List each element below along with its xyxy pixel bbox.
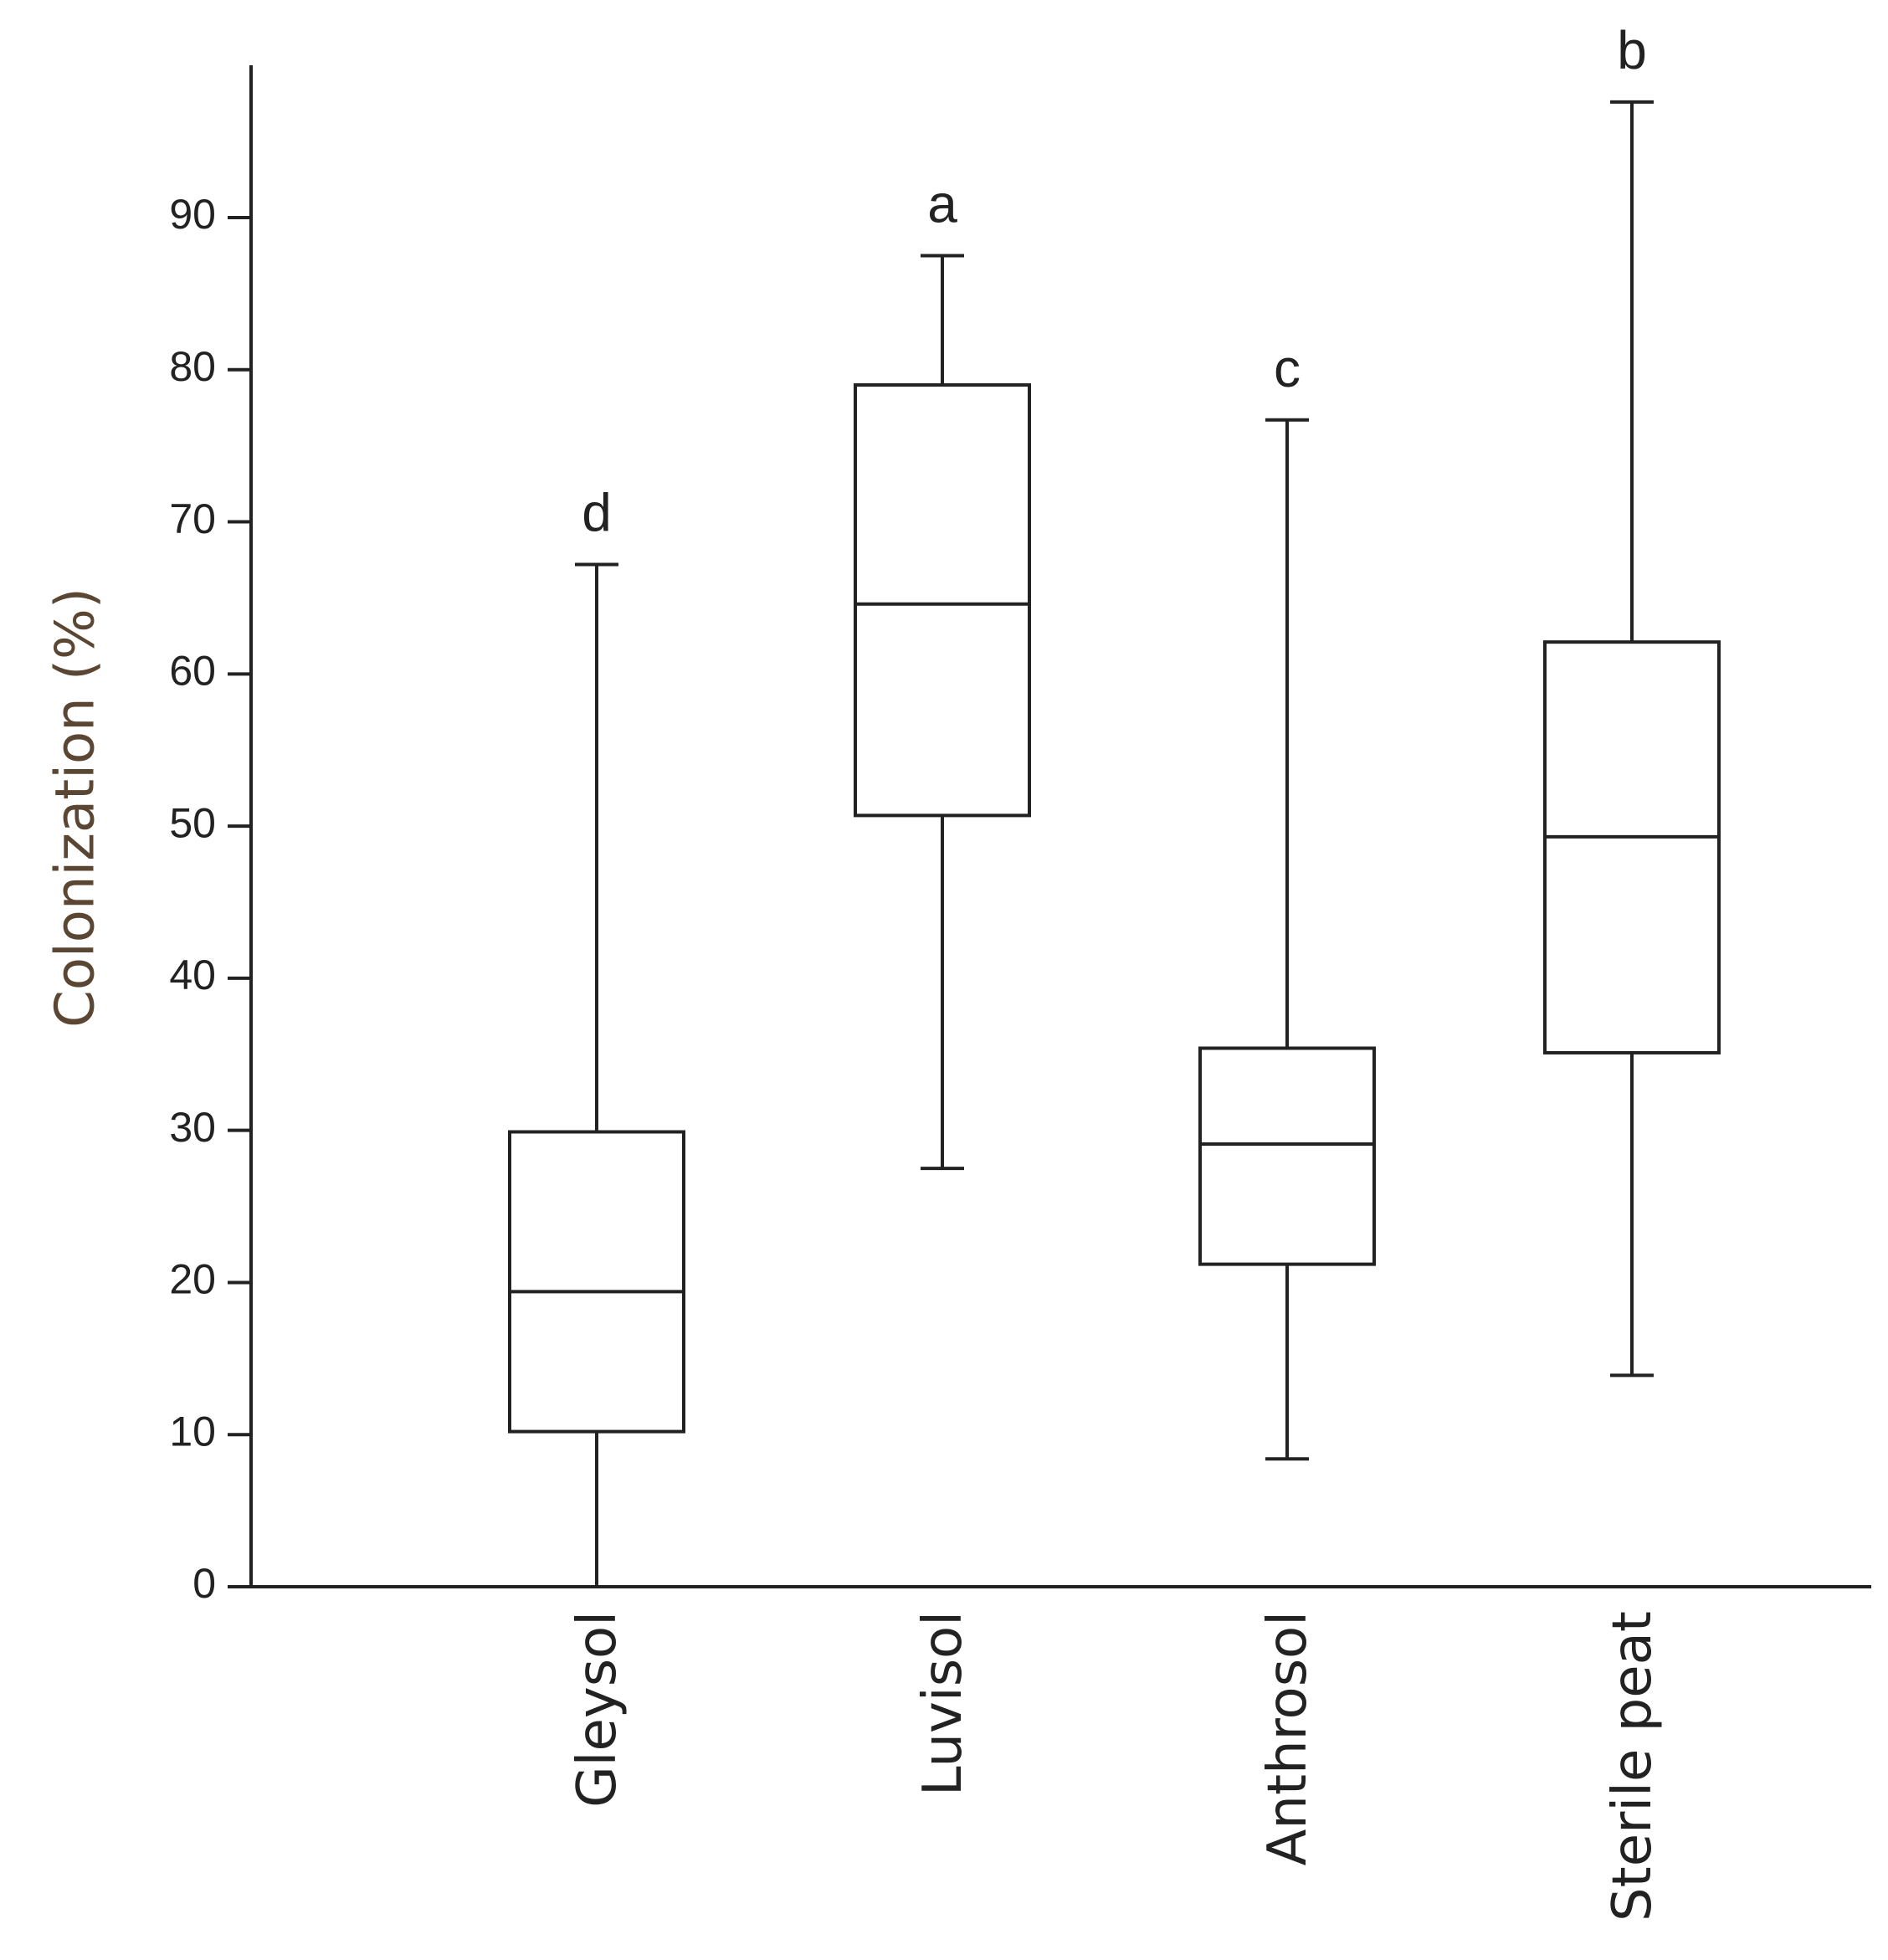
box-gleysol: d xyxy=(508,482,685,1587)
significance-letter: c xyxy=(1274,338,1301,398)
y-axis-ticks: 0 10 20 30 40 50 60 70 80 90 xyxy=(169,191,251,1607)
y-tick-label: 60 xyxy=(169,648,216,695)
y-tick-label: 10 xyxy=(169,1408,216,1455)
box-sterile-peat: b xyxy=(1543,20,1721,1378)
y-tick-label: 0 xyxy=(192,1560,216,1607)
box-anthrosol: c xyxy=(1198,338,1376,1461)
x-category-label: Sterile peat xyxy=(1602,1611,1664,1922)
category-labels: Gleysol Luvisol Anthrosol Sterile peat xyxy=(567,1611,1664,1922)
y-tick-label: 90 xyxy=(169,191,216,238)
significance-letter: a xyxy=(927,173,957,233)
interquartile-box xyxy=(508,1130,685,1434)
significance-letter: d xyxy=(582,482,612,542)
y-tick-label: 70 xyxy=(169,495,216,542)
y-axis-title: Colonization (%) xyxy=(45,587,107,1028)
y-tick-label: 80 xyxy=(169,343,216,390)
interquartile-box xyxy=(1198,1046,1376,1266)
interquartile-box xyxy=(854,382,1031,818)
boxes: d a c b xyxy=(508,20,1721,1587)
x-category-label: Anthrosol xyxy=(1257,1611,1319,1865)
y-tick-label: 30 xyxy=(169,1104,216,1151)
y-tick-label: 50 xyxy=(169,799,216,846)
x-category-label: Gleysol xyxy=(567,1611,628,1808)
y-tick-label: 40 xyxy=(169,952,216,998)
box-luvisol: a xyxy=(854,173,1031,1171)
significance-letter: b xyxy=(1617,20,1647,80)
x-category-label: Luvisol xyxy=(912,1611,974,1796)
y-tick-label: 20 xyxy=(169,1256,216,1303)
interquartile-box xyxy=(1543,640,1721,1054)
